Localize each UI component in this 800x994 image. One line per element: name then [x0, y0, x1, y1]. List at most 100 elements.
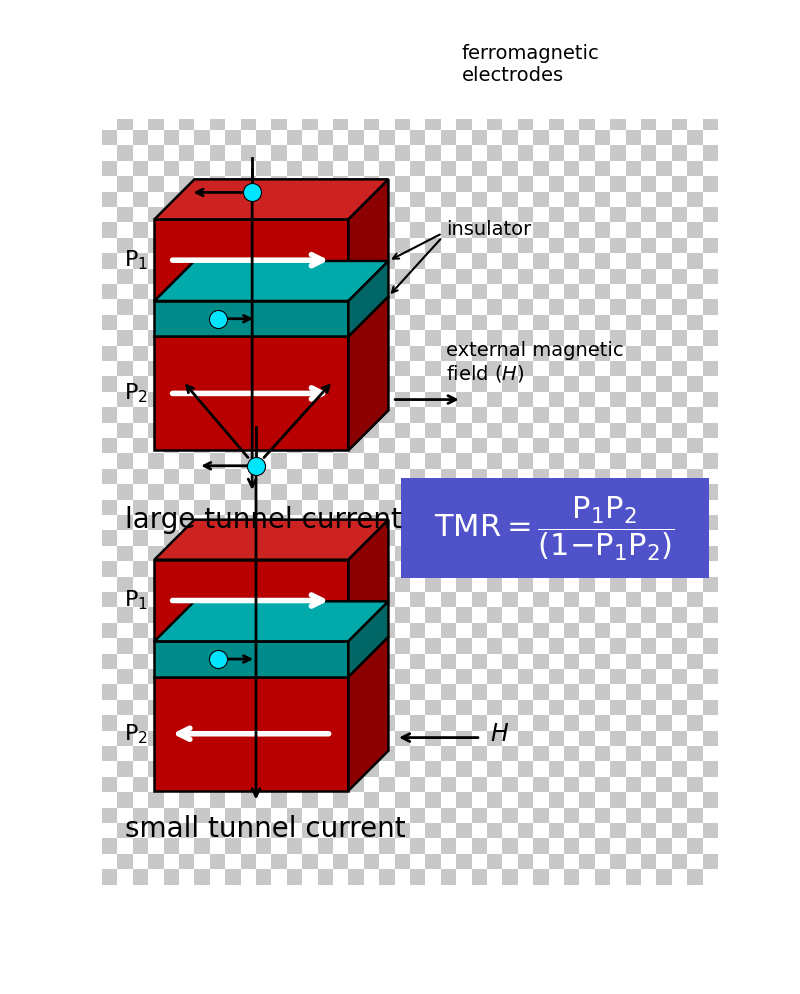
Bar — [641, 607, 656, 623]
Bar — [672, 238, 687, 253]
Bar — [226, 746, 241, 761]
Bar — [426, 99, 441, 114]
Bar — [610, 176, 626, 192]
Bar — [179, 777, 194, 792]
Bar — [379, 392, 394, 408]
Bar — [579, 268, 595, 284]
Bar — [641, 438, 656, 453]
Bar — [610, 284, 626, 299]
Bar — [349, 731, 364, 746]
Bar — [102, 500, 118, 515]
Bar — [472, 408, 487, 422]
Bar — [394, 145, 410, 161]
Bar — [226, 700, 241, 716]
Bar — [641, 870, 656, 885]
Bar — [626, 330, 641, 346]
Bar — [626, 408, 641, 422]
Bar — [287, 192, 302, 207]
Bar — [394, 284, 410, 299]
Bar — [641, 808, 656, 823]
Bar — [302, 484, 318, 500]
Bar — [456, 315, 472, 330]
Bar — [194, 268, 210, 284]
Bar — [102, 654, 118, 669]
Bar — [702, 346, 718, 361]
Bar — [364, 592, 379, 607]
Bar — [241, 500, 256, 515]
Bar — [734, 361, 749, 377]
Bar — [626, 546, 641, 562]
Bar — [564, 469, 579, 484]
Bar — [456, 253, 472, 268]
Bar — [226, 839, 241, 854]
Bar — [302, 268, 318, 284]
Bar — [456, 592, 472, 607]
Bar — [426, 145, 441, 161]
Bar — [271, 130, 286, 145]
Bar — [502, 777, 518, 792]
Bar — [379, 253, 394, 268]
Bar — [364, 515, 379, 531]
Bar — [487, 607, 502, 623]
Bar — [379, 562, 394, 577]
Bar — [302, 361, 318, 377]
Bar — [441, 669, 456, 685]
Bar — [502, 238, 518, 253]
Bar — [302, 99, 318, 114]
Bar — [579, 161, 595, 176]
Bar — [626, 638, 641, 654]
Bar — [702, 484, 718, 500]
Bar — [302, 377, 318, 392]
Bar — [241, 515, 256, 531]
Bar — [333, 438, 349, 453]
Bar — [626, 854, 641, 870]
Bar — [734, 592, 749, 607]
Bar — [287, 500, 302, 515]
Bar — [672, 392, 687, 408]
Bar — [472, 623, 487, 638]
Bar — [271, 854, 286, 870]
Bar — [163, 392, 179, 408]
Bar — [148, 284, 163, 299]
Bar — [472, 176, 487, 192]
Bar — [534, 731, 549, 746]
Bar — [672, 268, 687, 284]
Bar — [349, 592, 364, 607]
Bar — [179, 731, 194, 746]
Bar — [626, 669, 641, 685]
Bar — [641, 823, 656, 839]
Bar — [394, 192, 410, 207]
Bar — [364, 654, 379, 669]
Bar — [456, 392, 472, 408]
Text: large tunnel current: large tunnel current — [125, 506, 402, 534]
Bar — [379, 638, 394, 654]
Bar — [379, 422, 394, 438]
Bar — [349, 161, 364, 176]
Bar — [687, 592, 702, 607]
Polygon shape — [154, 560, 349, 641]
Bar — [349, 870, 364, 885]
Polygon shape — [154, 301, 349, 336]
Bar — [333, 114, 349, 130]
Bar — [518, 638, 533, 654]
Bar — [194, 453, 210, 469]
Bar — [502, 484, 518, 500]
Bar — [179, 284, 194, 299]
Bar — [579, 253, 595, 268]
Bar — [502, 808, 518, 823]
Bar — [102, 392, 118, 408]
Bar — [518, 685, 533, 700]
Bar — [656, 99, 672, 114]
Bar — [148, 114, 163, 130]
Bar — [364, 99, 379, 114]
Bar — [594, 408, 610, 422]
Bar — [364, 192, 379, 207]
Bar — [241, 114, 256, 130]
Bar — [687, 777, 702, 792]
Bar — [271, 777, 286, 792]
Bar — [287, 284, 302, 299]
Bar — [349, 453, 364, 469]
Bar — [564, 500, 579, 515]
Bar — [610, 99, 626, 114]
Bar — [656, 515, 672, 531]
